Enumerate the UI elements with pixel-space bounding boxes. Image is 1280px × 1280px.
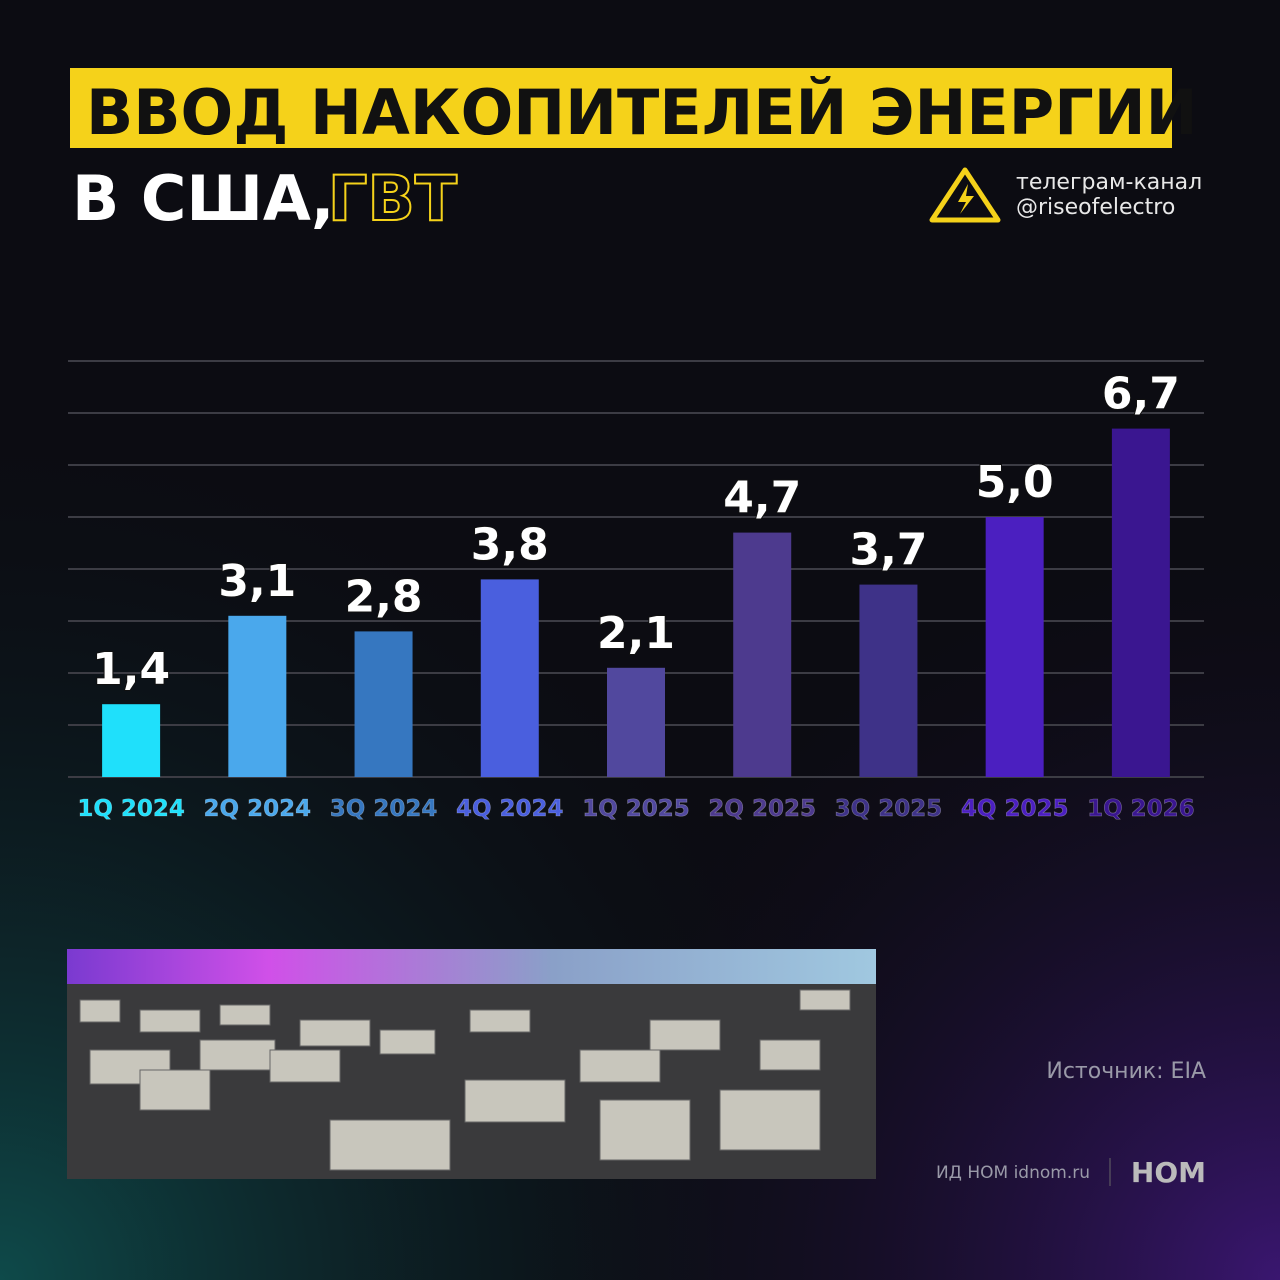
value-label: 3,1 xyxy=(218,556,296,607)
bar xyxy=(985,517,1044,777)
channel-handle: @riseofelectro xyxy=(1016,195,1175,220)
bar xyxy=(859,584,918,777)
x-tick-label: 4Q 2024 xyxy=(456,796,564,822)
publisher: ИД НОМ idnom.ru xyxy=(936,1163,1090,1183)
photo xyxy=(67,949,876,1179)
bar xyxy=(228,615,287,777)
bar xyxy=(480,579,539,777)
x-tick-label: 2Q 2024 xyxy=(204,796,312,822)
source: Источник: EIA xyxy=(1046,1059,1206,1084)
value-label: 5,0 xyxy=(976,457,1054,508)
value-label: 4,7 xyxy=(723,473,801,524)
x-tick-label: 3Q 2025 xyxy=(835,796,943,822)
x-tick-label: 1Q 2024 xyxy=(77,796,185,822)
subtitle: В США, xyxy=(72,162,334,235)
value-label: 3,8 xyxy=(471,519,549,570)
bar xyxy=(354,631,413,777)
unit: ГВТ xyxy=(328,162,457,235)
logo: НОМ xyxy=(1131,1156,1206,1189)
chart: 1,4 1Q 2024 3,1 2Q 2024 2,8 3Q 2024 3,8 4Q 2024… xyxy=(68,360,1204,822)
logo-icon xyxy=(929,167,1001,223)
x-tick-label: 2Q 2025 xyxy=(708,796,816,822)
value-label: 6,7 xyxy=(1102,369,1180,420)
title-highlight xyxy=(70,68,1172,148)
bar xyxy=(102,704,161,777)
channel-label: телеграм-канал xyxy=(1016,170,1202,195)
x-tick-label: 1Q 2026 xyxy=(1087,796,1195,822)
value-label: 2,8 xyxy=(345,571,423,622)
x-tick-label: 3Q 2024 xyxy=(330,796,438,822)
title: ВВОД НАКОПИТЕЛЕЙ ЭНЕРГИИ xyxy=(86,76,1198,149)
logo-icon xyxy=(958,184,974,214)
value-label: 2,1 xyxy=(597,608,675,659)
x-tick-label: 1Q 2025 xyxy=(582,796,690,822)
bar xyxy=(733,532,792,777)
value-label: 1,4 xyxy=(92,644,170,695)
x-tick-label: 4Q 2025 xyxy=(961,796,1069,822)
bar xyxy=(1111,428,1170,777)
bar xyxy=(607,667,665,777)
value-label: 3,7 xyxy=(849,525,927,576)
